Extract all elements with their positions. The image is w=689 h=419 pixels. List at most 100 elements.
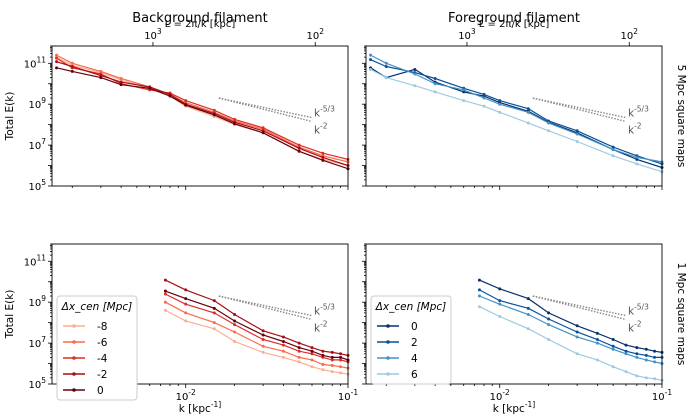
data-point [310,349,314,353]
data-point [163,308,167,312]
data-point [653,360,657,364]
data-point [526,313,530,317]
top-axis-label: L = 2π/k [kpc] [165,19,236,30]
x-tick-label: 10-2 [176,388,196,403]
data-point [575,335,579,339]
data-point [99,76,103,80]
data-point [297,341,301,345]
legend-title: Δx_cen [Mpc] [61,301,133,313]
data-point [261,126,265,130]
legend-label: 0 [411,321,418,333]
data-point [310,365,314,369]
reference-line [532,295,627,317]
data-point [233,323,237,327]
y-tick-label: 105 [28,376,46,391]
data-point [321,362,325,366]
data-point [644,376,648,380]
reference-label: k-2 [628,122,642,137]
reference-line [532,295,627,321]
data-point [339,371,343,375]
panel-3: 10-2 10-1 k [kpc-1] 1 Mpc square maps k-5/3 k… [362,243,687,415]
panel-frame [365,45,663,187]
x-axis-label: k [kpc-1] [493,400,536,415]
data-point [498,302,502,306]
data-point [70,69,74,73]
data-point [321,151,325,155]
series-line [370,54,662,163]
x-tick-label: 10-1 [652,388,672,403]
data-point [184,302,188,306]
data-point [297,360,301,364]
data-point [635,355,639,359]
data-point [261,337,265,341]
row-label: 1 Mpc square maps [675,263,687,366]
data-point [261,329,265,333]
data-point [184,311,188,315]
data-point [526,327,530,331]
data-point [595,358,599,362]
top-tick-label: 103 [144,27,162,42]
data-point [635,162,639,166]
data-point [184,319,188,323]
reference-line [532,97,627,123]
data-point [212,108,216,112]
data-point [462,88,466,92]
data-point [477,294,481,298]
data-point [433,82,437,86]
data-point [498,102,502,106]
data-point [575,132,579,136]
data-point [310,346,314,350]
data-point [55,66,59,70]
data-point [281,339,285,343]
data-point [321,368,325,372]
data-point [433,90,437,94]
data-point [575,324,579,328]
legend-label: -4 [97,353,108,365]
data-point [55,53,59,57]
data-point [644,347,648,351]
data-point [55,56,59,60]
data-point [330,358,334,362]
data-point [281,355,285,359]
row-label: 5 Mpc square maps [675,65,687,168]
data-point [233,313,237,317]
data-point [55,60,59,64]
data-point [498,314,502,318]
legend-marker [72,324,76,328]
data-point [624,349,628,353]
data-point [413,84,417,88]
data-point [281,343,285,347]
data-point [212,321,216,325]
y-tick-label: 109 [28,96,46,111]
panel-0: 105 107 109 1011 103 102 L = 2π/k [kpc]Backgro… [4,11,350,193]
data-point [384,76,388,80]
data-point [168,94,172,98]
data-point [498,110,502,114]
data-point [611,344,615,348]
data-point [595,341,599,345]
data-point [369,53,373,57]
data-point [624,370,628,374]
legend-marker [386,324,390,328]
data-point [330,355,334,359]
data-point [526,297,530,301]
reference-label: k-2 [314,122,328,137]
data-point [233,319,237,323]
data-point [321,158,325,162]
legend-marker [72,340,76,344]
data-point [233,330,237,334]
series-line [56,67,348,170]
legend-box [370,295,452,385]
data-point [212,311,216,315]
data-point [413,67,417,71]
data-point [369,58,373,62]
y-tick-label: 109 [28,294,46,309]
y-tick-label: 105 [28,178,46,193]
legend-marker [72,372,76,376]
data-point [526,306,530,310]
data-point [310,352,314,356]
data-point [595,337,599,341]
data-point [163,300,167,304]
panel-frame [365,243,663,385]
panel-1: 103 102 L = 2π/k [kpc]Foreground filament 5… [362,11,687,190]
